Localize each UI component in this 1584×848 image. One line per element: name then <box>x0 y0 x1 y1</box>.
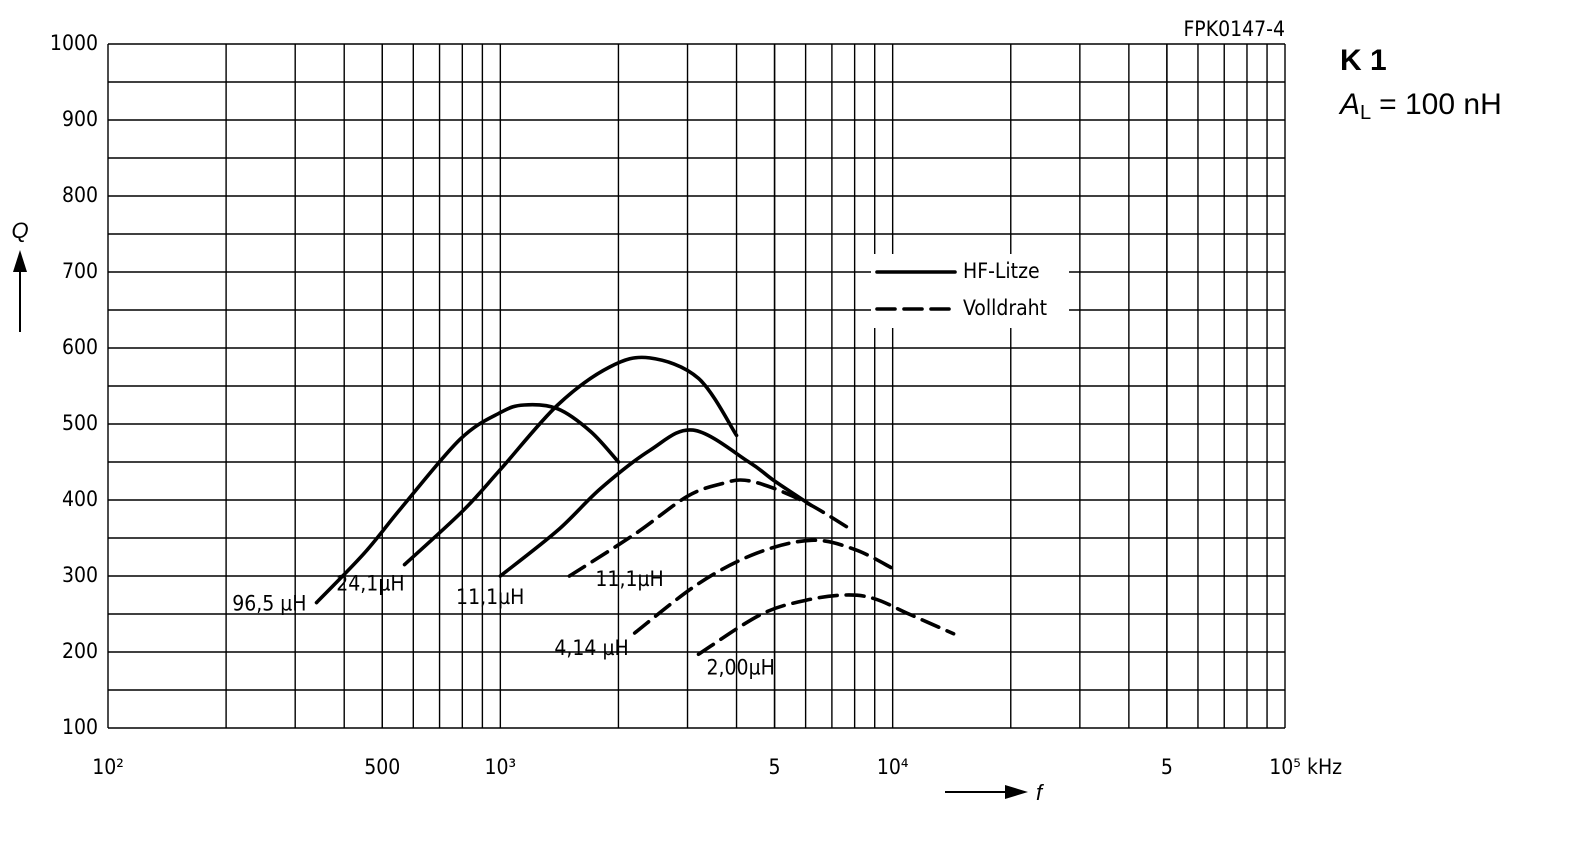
y-tick-label: 500 <box>62 411 98 435</box>
curve <box>402 355 739 567</box>
note-line: AL = 100 nH <box>1338 88 1502 124</box>
curve-label: 4,14 µH <box>554 636 628 660</box>
note-title: K 1 <box>1340 44 1387 77</box>
y-tick-label: 1000 <box>50 31 98 55</box>
y-axis-arrowhead <box>13 250 27 272</box>
curve-label: 11,1µH <box>456 585 524 609</box>
x-tick-label: 10³ <box>485 755 517 779</box>
curve <box>314 402 621 605</box>
note-text: = 100 nH <box>1379 88 1502 121</box>
x-tick-label: 500 <box>364 755 400 779</box>
curve-label: 2,00µH <box>707 655 775 679</box>
y-tick-label: 800 <box>62 183 98 207</box>
y-tick-label: 600 <box>62 335 98 359</box>
y-tick-label: 300 <box>62 563 98 587</box>
legend-label: Volldraht <box>963 296 1047 320</box>
figure-code: FPK0147-4 <box>1183 17 1285 41</box>
x-tick-label: 10⁴ <box>877 755 909 779</box>
y-tick-label: 400 <box>62 487 98 511</box>
note-subscript: L <box>1360 102 1371 124</box>
curve <box>696 593 956 657</box>
curve <box>567 478 855 578</box>
y-tick-label: 100 <box>62 715 98 739</box>
x-axis-label: f <box>1036 780 1045 805</box>
legend-background <box>871 254 1069 328</box>
x-tick-label: 5 <box>1161 755 1173 779</box>
x-unit: kHz <box>1307 755 1342 779</box>
y-tick-label: 900 <box>62 107 98 131</box>
note-symbol: A <box>1338 88 1360 121</box>
y-tick-label: 700 <box>62 259 98 283</box>
x-tick-label: 10² <box>92 755 124 779</box>
legend-label: HF-Litze <box>963 259 1040 283</box>
x-tick-label: 10⁵ <box>1269 755 1301 779</box>
x-tick-label: 5 <box>769 755 781 779</box>
y-axis-label: Q <box>11 218 28 243</box>
curve <box>498 428 814 578</box>
grid <box>107 43 1286 729</box>
x-axis-arrowhead <box>1005 785 1028 799</box>
curve <box>632 538 895 635</box>
curve-label: 11,1µH <box>595 567 663 591</box>
curve-label: 24,1µH <box>336 572 404 596</box>
y-tick-label: 200 <box>62 639 98 663</box>
curve-label: 96,5 µH <box>232 592 306 616</box>
